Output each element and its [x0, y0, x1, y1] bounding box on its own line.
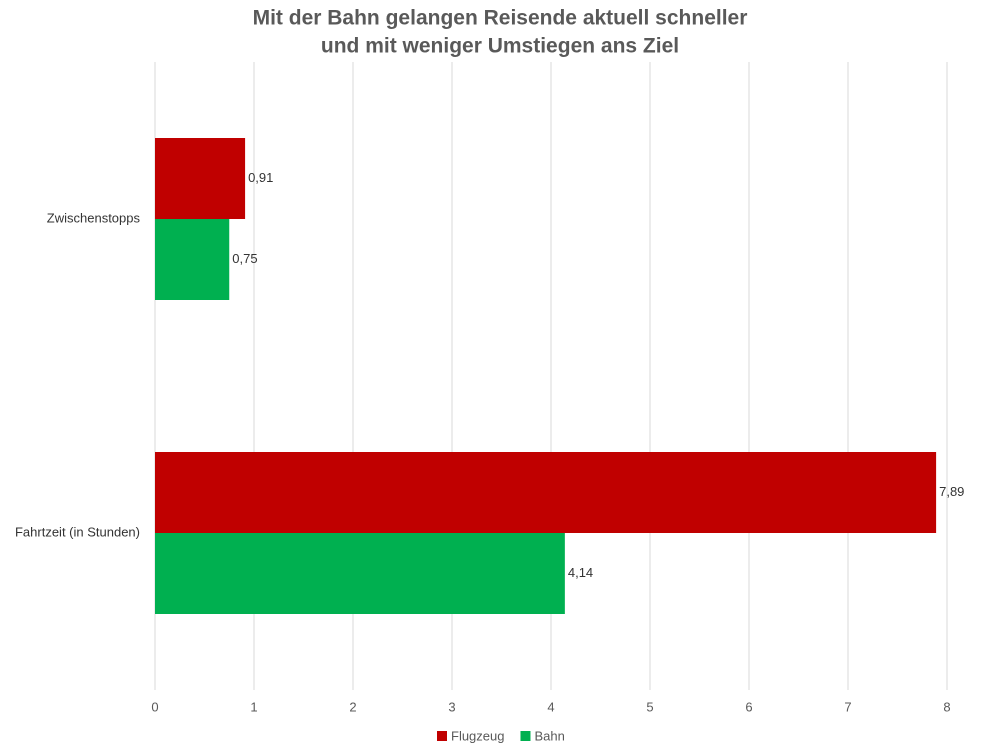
x-tick-label: 0: [151, 699, 158, 714]
y-tick-label: Zwischenstopps: [47, 210, 141, 225]
data-label: 0,75: [232, 251, 257, 266]
x-tick-label: 4: [547, 699, 554, 714]
x-tick-label: 5: [646, 699, 653, 714]
x-tick-label: 1: [250, 699, 257, 714]
x-tick-label: 8: [943, 699, 950, 714]
data-label: 4,14: [568, 565, 593, 580]
legend-label: Flugzeug: [451, 728, 504, 743]
x-tick-label: 3: [448, 699, 455, 714]
x-tick-label: 2: [349, 699, 356, 714]
bar: [155, 452, 937, 533]
legend-swatch: [437, 731, 447, 741]
data-label: 7,89: [939, 484, 964, 499]
bar: [155, 533, 565, 614]
data-label: 0,91: [248, 170, 273, 185]
legend-label: Bahn: [534, 728, 564, 743]
bar: [155, 219, 230, 300]
chart-title-line: Mit der Bahn gelangen Reisende aktuell s…: [253, 7, 748, 30]
x-tick-label: 6: [745, 699, 752, 714]
x-tick-label: 7: [844, 699, 851, 714]
bar: [155, 138, 246, 219]
chart-title-line: und mit weniger Umstiegen ans Ziel: [321, 35, 679, 58]
legend-swatch: [520, 731, 531, 741]
y-tick-label: Fahrtzeit (in Stunden): [15, 524, 140, 539]
